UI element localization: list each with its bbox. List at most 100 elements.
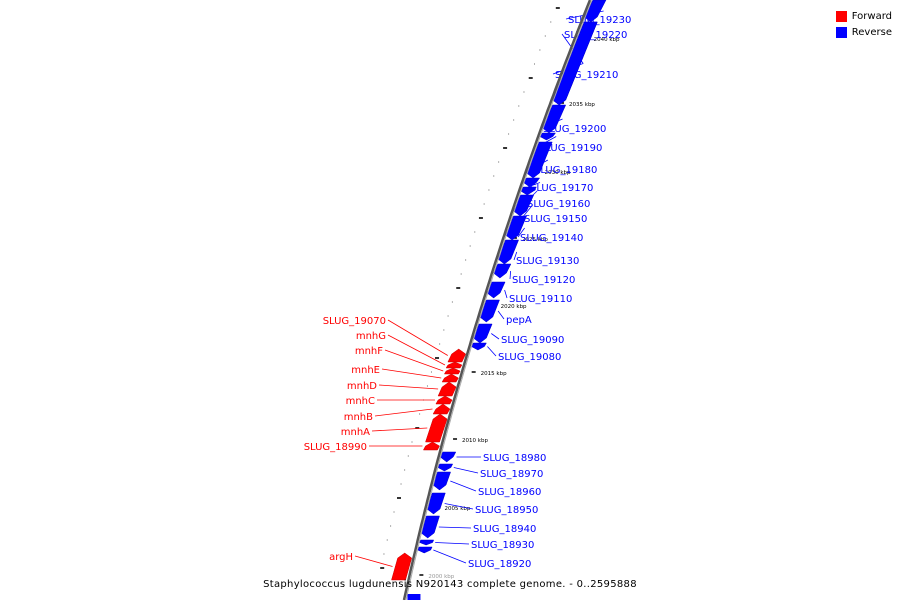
reverse-gene-label: SLUG_18970 [480,469,543,480]
reverse-gene-label: SLUG_19110 [509,294,572,305]
forward-gene-arrow [435,395,453,405]
gene-label-leader [354,555,393,567]
gene-label-leader [527,182,541,188]
reverse-gene-arrow [437,463,454,472]
gene-label-leader [433,549,467,564]
tick-label: 2030 kbp [545,170,571,176]
backbone-dots [377,7,560,583]
reverse-gene-label: SLUG_19080 [498,352,561,363]
legend: Forward Reverse [835,8,892,40]
gene-features [391,0,607,600]
reverse-gene-arrow [417,546,433,554]
tick-label: 2010 kbp [462,438,488,444]
reverse-gene-label: SLUG_19190 [539,143,602,154]
gene-label-leader [387,334,446,366]
reverse-gene-label: SLUG_18920 [468,559,531,570]
forward-gene-label: mnhE [351,365,380,376]
tick-label: 2005 kbp [445,506,471,512]
reverse-gene-label: SLUG_18950 [475,505,538,516]
gene-label-leader [444,503,474,510]
gene-label-leader [497,310,505,320]
reverse-gene-arrow [419,539,435,546]
forward-gene-label: mnhD [347,381,377,392]
forward-gene-arrow [441,373,459,383]
reverse-gene-label: SLUG_18940 [473,524,536,535]
forward-gene-label: mnhG [356,331,386,342]
tick-label: 2035 kbp [569,102,595,108]
tick-label: 2025 kbp [522,237,548,243]
gene-label-leader [536,136,557,148]
gene-label-leader [509,270,512,280]
forward-gene-label: SLUG_18990 [304,442,367,453]
gene-label-leader [378,384,439,390]
forward-gene-arrow [432,403,451,415]
reverse-gene-label: SLUG_19170 [530,183,593,194]
map-caption: Staphylococcus lugdunensis N920143 compl… [263,579,637,590]
forward-swatch [835,10,847,22]
reverse-gene-label: SLUG_19150 [524,214,587,225]
tick-label: 2015 kbp [481,371,507,377]
reverse-gene-arrow [439,451,457,463]
forward-gene-label: mnhB [344,412,373,423]
gene-label-leader [487,346,497,357]
scale-ticks: 2040 kbp 2035 kbp 2030 kbp 2025 kbp 2020 kbp… [419,37,620,580]
gene-label-leader [438,526,472,529]
forward-gene-arrow [443,367,461,375]
backbone-shadow [405,0,593,600]
forward-gene-label: mnhC [346,396,375,407]
legend-reverse-label: Reverse [851,26,892,38]
reverse-swatch [835,26,847,38]
reverse-gene-arrow [486,281,506,299]
tick-label: 2040 kbp [594,37,620,43]
forward-gene-label: SLUG_19070 [323,316,386,327]
forward-gene-arrow [391,552,412,581]
reverse-gene-label: SLUG_19120 [512,275,575,286]
gene-label-leader [387,319,448,356]
gene-label-leader [450,480,477,492]
gene-label-leader [540,118,563,129]
backbone-line [402,0,592,600]
gene-labels: SLUG_19230 SLUG_19220 SLUG_19210 SLUG_19200… [304,10,631,570]
reverse-gene-label: SLUG_19090 [501,335,564,346]
reverse-gene-label: SLUG_19200 [543,124,606,135]
reverse-gene-label: SLUG_18980 [483,453,546,464]
legend-reverse: Reverse [835,24,892,40]
tick-label: 2020 kbp [501,304,527,310]
gene-label-leader [453,467,479,474]
gene-label-leader [531,159,549,170]
reverse-gene-label: SLUG_19210 [555,70,618,81]
genome-backbone [402,0,593,600]
forward-gene-label: mnhA [341,427,370,438]
reverse-gene-label: SLUG_18960 [478,487,541,498]
forward-gene-arrow [445,361,463,369]
tick-label: 2000 kbp [428,574,454,580]
legend-forward: Forward [835,8,892,24]
reverse-gene-label: pepA [506,315,532,326]
reverse-gene-label: SLUG_19220 [564,30,627,41]
gene-label-leader [552,63,584,75]
reverse-gene-label: SLUG_18930 [471,540,534,551]
gene-label-leader [435,542,470,545]
gene-label-leader [381,368,442,379]
gene-label-leader [524,190,538,204]
reverse-gene-label: SLUG_19230 [568,15,631,26]
reverse-gene-label: SLUG_19140 [520,233,583,244]
forward-gene-arrow [437,381,457,397]
gene-label-leader [504,289,508,299]
reverse-gene-label: SLUG_19160 [527,199,590,210]
legend-forward-label: Forward [851,10,892,22]
forward-gene-arrow [447,348,467,363]
forward-gene-label: mnhF [355,346,383,357]
reverse-gene-arrow [471,342,487,351]
gene-label-leader [517,227,525,238]
reverse-gene-label: SLUG_19180 [534,165,597,176]
gene-label-leader [491,333,500,340]
gene-label-leader [513,251,518,261]
forward-gene-arrow [422,441,440,451]
gene-label-leader [371,427,428,432]
forward-gene-label: argH [329,552,353,563]
gene-label-leader [374,408,433,417]
reverse-gene-arrow [407,594,421,600]
gene-label-leader [384,349,444,372]
